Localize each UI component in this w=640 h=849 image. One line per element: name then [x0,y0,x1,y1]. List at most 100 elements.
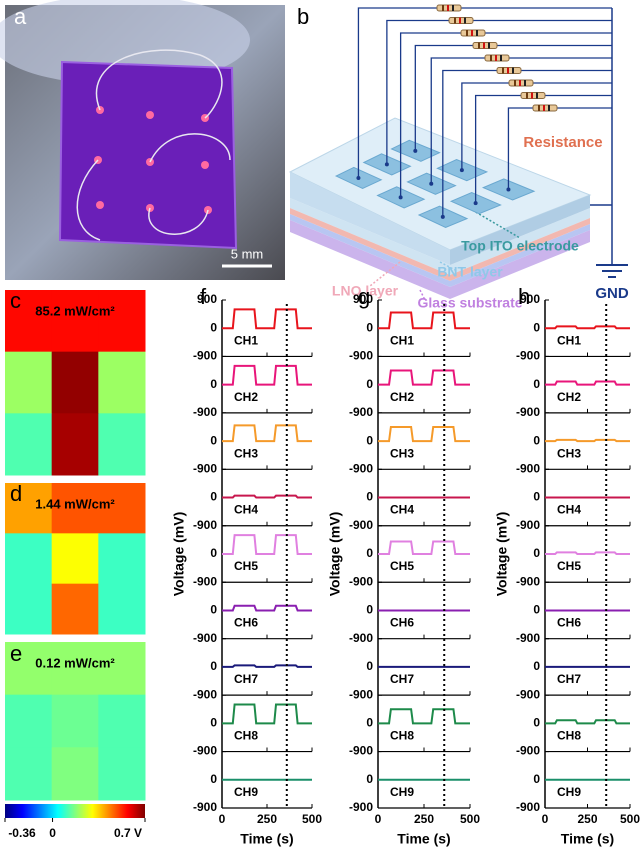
wire [357,7,612,178]
wire-node [459,168,464,173]
x-axis-label: Time (s) [561,831,614,847]
heatmap-cell [5,642,53,696]
resistor-band [512,67,514,74]
channel-label: CH3 [234,446,258,460]
x-tick-label: 500 [302,812,322,826]
y-tick-label: 0 [366,772,373,786]
y-tick-label: -900 [349,349,373,363]
y-tick-label: 0 [533,377,540,391]
heatmap-cell [5,694,53,748]
wire-node [356,175,361,180]
y-tick-label: 0 [210,490,217,504]
trace [378,426,470,443]
heatmap-cell [98,694,146,748]
trace [378,369,470,386]
resistor-band [514,80,516,86]
x-tick-label: 250 [577,812,597,826]
y-tick-label: 0 [210,546,217,560]
y-tick-label: 0 [210,772,217,786]
layer-label: LNO layer [332,283,399,299]
resistor-band [495,55,497,61]
y-tick-label: -900 [516,518,540,532]
y-tick-label: -900 [349,518,373,532]
heatmap-cell [98,413,146,476]
y-tick-label: -900 [516,744,540,758]
heatmap-cell [5,483,53,534]
resistor-band [548,105,550,111]
heatmap-cell [51,413,99,476]
colorbar-tick-label: 0 [49,826,56,840]
wire-node [429,181,434,186]
trace [222,664,312,668]
channel-label: CH2 [234,390,258,404]
y-tick-label: 0 [210,320,217,334]
x-tick-label: 0 [542,812,549,826]
y-tick-label: -900 [516,349,540,363]
resistor-band [483,42,485,49]
y-axis-label: Voltage (mV) [327,512,343,597]
wire-node [384,162,389,167]
y-tick-label: 0 [533,433,540,447]
heatmap-cell [51,642,99,696]
heatmap-cell [51,351,99,414]
gnd-label: GND [595,285,629,302]
channel-label: CH5 [234,559,258,573]
wire [414,44,612,151]
trace [378,708,470,725]
trace [545,438,630,443]
channel-label: CH9 [390,785,414,799]
trace [545,325,630,330]
y-tick-label: -900 [349,744,373,758]
resistor-band [519,80,521,86]
heatmap-cell [51,483,99,534]
resistor-band [502,67,504,74]
y-tick-label: -900 [193,518,217,532]
heatmap-cell [98,533,146,585]
channel-label: CH7 [557,672,581,686]
y-tick-label: -900 [193,462,217,476]
panel-label: a [14,4,27,29]
channel-label: CH8 [557,729,581,743]
channel-label: CH3 [390,446,414,460]
trace [545,719,630,725]
channel-label: CH5 [557,559,581,573]
heatmap-cell [5,351,53,414]
y-tick-label: 0 [210,716,217,730]
resistor-band [543,105,545,111]
y-tick-label: -900 [193,800,217,814]
panel-label: h [518,284,530,309]
heatmap-cell [98,583,146,635]
channel-label: CH6 [557,616,581,630]
resistor-band [524,80,526,86]
x-tick-label: 0 [375,812,382,826]
y-tick-label: 0 [533,546,540,560]
resistor-band [459,17,461,24]
resistor-band [507,67,509,74]
y-tick-label: 0 [533,603,540,617]
y-tick-label: 0 [533,659,540,673]
wire [442,69,612,217]
x-tick-label: 250 [257,812,277,826]
y-tick-label: -900 [516,800,540,814]
y-tick-label: -900 [193,405,217,419]
resistor-band [471,30,473,36]
channel-label: CH8 [390,729,414,743]
channel-label: CH4 [557,503,581,517]
y-tick-label: 0 [210,433,217,447]
y-axis-label: Voltage (mV) [171,512,187,597]
heatmap-cell [98,483,146,534]
trace [545,380,630,386]
wire [461,82,612,171]
y-tick-label: 0 [210,377,217,391]
channel-label: CH9 [557,785,581,799]
y-tick-label: 0 [210,659,217,673]
x-axis-label: Time (s) [240,831,293,847]
resistance-label: Resistance [523,134,602,151]
heatmap-cell [51,583,99,635]
trace [378,540,470,555]
y-tick-label: -900 [516,462,540,476]
scale-bar-label: 5 mm [231,246,264,261]
y-tick-label: -900 [516,574,540,588]
y-tick-label: 0 [366,603,373,617]
